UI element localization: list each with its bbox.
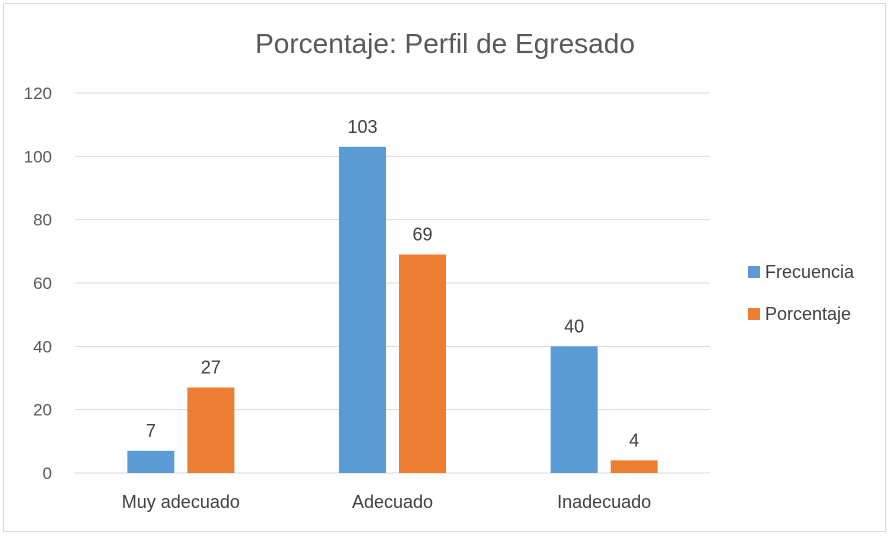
y-axis-ticks: 0 20 40 60 80 100 120 bbox=[24, 84, 52, 483]
bar-frecuencia-0 bbox=[127, 450, 175, 473]
y-tick-label: 80 bbox=[33, 211, 52, 230]
data-label: 69 bbox=[412, 225, 432, 245]
bars bbox=[127, 146, 658, 474]
x-category-label: Inadecuado bbox=[557, 492, 651, 512]
legend: Frecuencia Porcentaje bbox=[748, 262, 855, 324]
y-tick-label: 100 bbox=[24, 147, 52, 166]
bar-porcentaje-2 bbox=[610, 460, 658, 473]
x-category-label: Adecuado bbox=[352, 492, 433, 512]
x-axis-categories: Muy adecuado Adecuado Inadecuado bbox=[122, 492, 651, 512]
y-tick-label: 0 bbox=[43, 464, 52, 483]
data-label: 7 bbox=[146, 421, 156, 441]
y-tick-label: 20 bbox=[33, 401, 52, 420]
y-tick-label: 60 bbox=[33, 274, 52, 293]
bar-porcentaje-1 bbox=[399, 254, 446, 473]
data-label: 27 bbox=[201, 358, 221, 378]
y-tick-label: 120 bbox=[24, 84, 52, 103]
data-label: 103 bbox=[347, 117, 377, 137]
data-label: 4 bbox=[629, 430, 639, 450]
legend-label-frecuencia: Frecuencia bbox=[765, 262, 855, 282]
bar-porcentaje-0 bbox=[187, 387, 235, 473]
chart-title: Porcentaje: Perfil de Egresado bbox=[255, 28, 635, 59]
bar-frecuencia-2 bbox=[550, 346, 598, 473]
legend-swatch-frecuencia bbox=[748, 266, 760, 278]
bar-frecuencia-1 bbox=[339, 146, 386, 474]
gridlines bbox=[75, 92, 710, 474]
legend-label-porcentaje: Porcentaje bbox=[765, 304, 851, 324]
data-label: 40 bbox=[564, 316, 584, 336]
data-labels: 7 27 103 69 40 4 bbox=[146, 117, 639, 451]
y-tick-label: 40 bbox=[33, 337, 52, 356]
x-category-label: Muy adecuado bbox=[122, 492, 240, 512]
legend-swatch-porcentaje bbox=[748, 308, 760, 320]
